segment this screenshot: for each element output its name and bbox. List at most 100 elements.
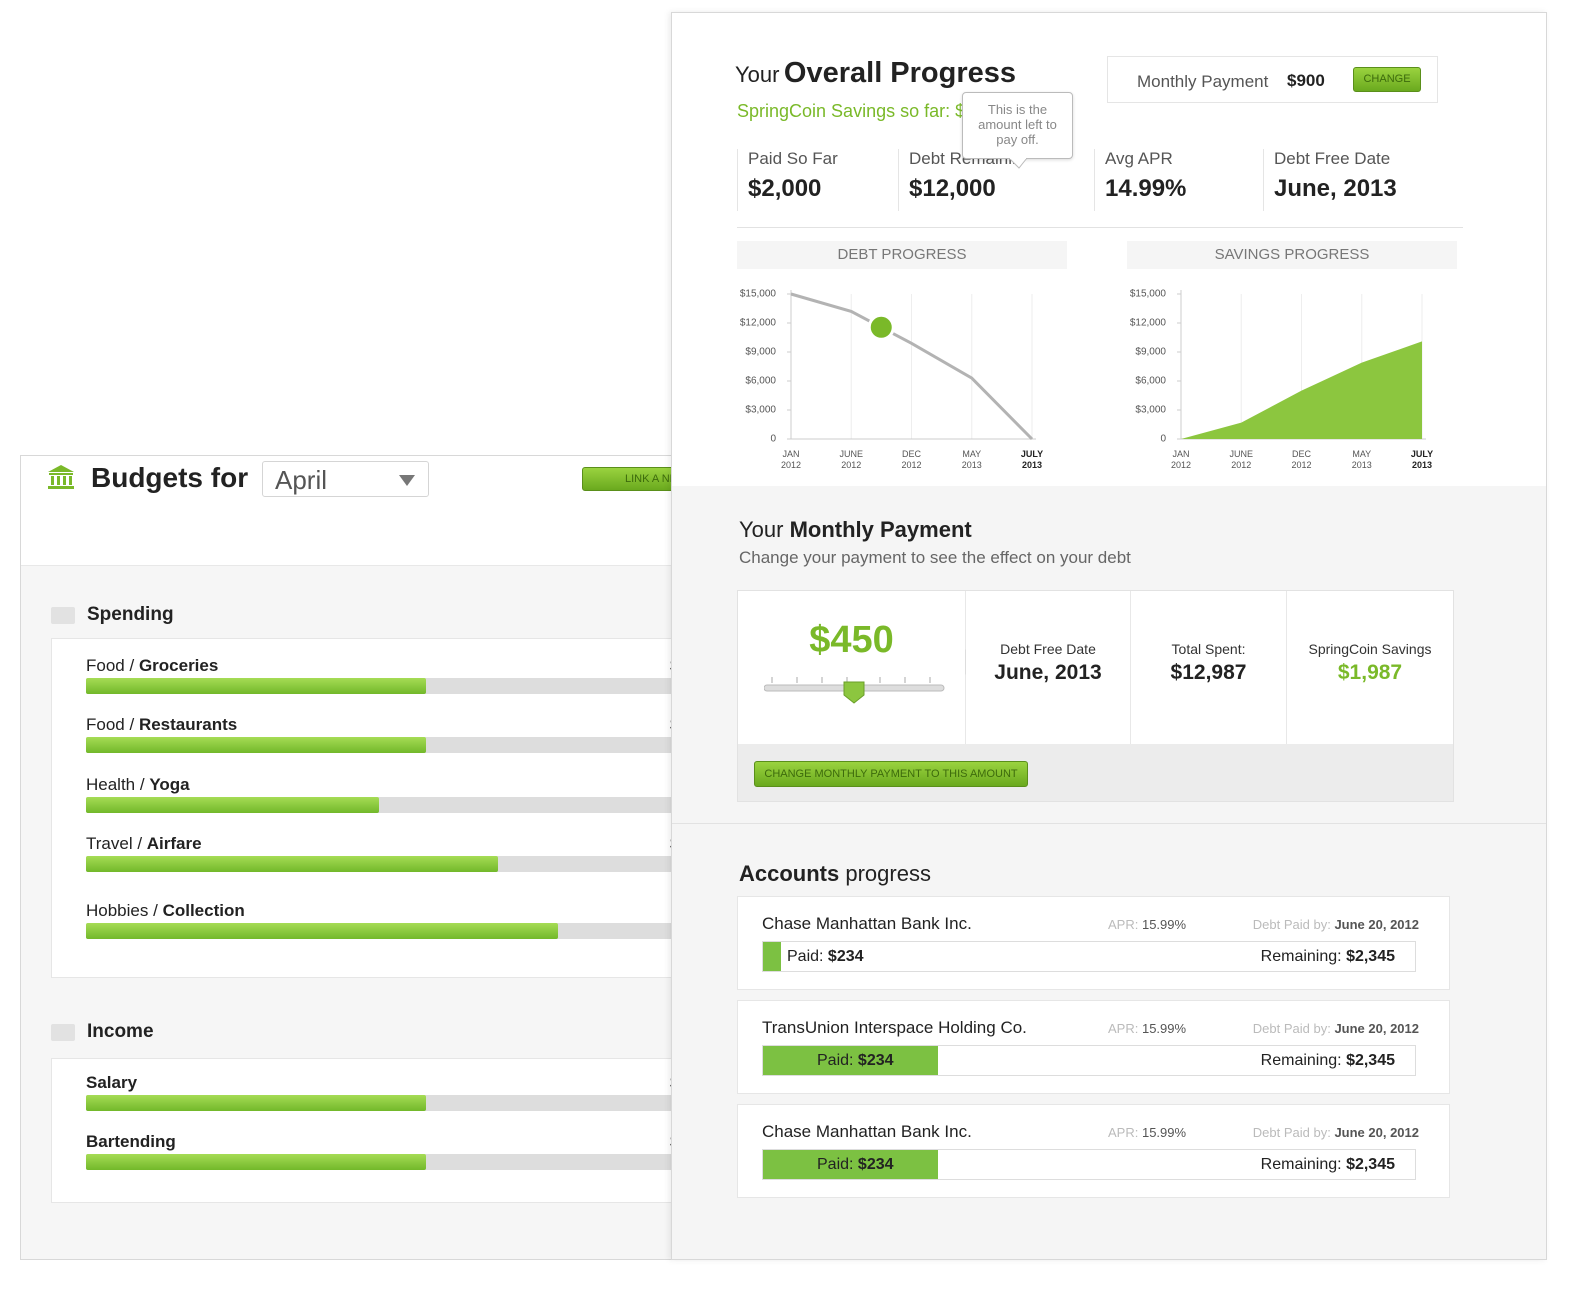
stat-value: $12,000 xyxy=(909,175,996,202)
stat-value: $2,000 xyxy=(748,175,822,202)
y-tick-label: $15,000 xyxy=(740,289,777,300)
paid-by: Debt Paid by: June 20, 2012 xyxy=(1253,1021,1419,1036)
savings-area xyxy=(1181,341,1422,439)
x-tick-label: MAY 2013 xyxy=(1351,449,1372,470)
item-name: Collection xyxy=(162,901,245,920)
budget-item: Travel / Airfare$700 o xyxy=(86,834,699,874)
item-name: Groceries xyxy=(138,656,219,675)
progress-panel: Your Overall Progress SpringCoin Savings… xyxy=(671,12,1547,1260)
remaining-label: Remaining: xyxy=(1260,948,1342,965)
stat-label: Debt Free Date xyxy=(1274,149,1391,168)
change-button[interactable]: CHANGE xyxy=(1353,67,1421,92)
item-name: Bartending xyxy=(86,1132,176,1151)
y-tick-label: $3,000 xyxy=(1135,405,1166,416)
title-bold: Monthly Payment xyxy=(789,517,972,542)
stat-value: June, 2013 xyxy=(1274,175,1397,202)
account-name: TransUnion Interspace Holding Co. xyxy=(762,1018,1027,1037)
paid-by-label: Debt Paid by: xyxy=(1252,1125,1331,1140)
overall-title: Your Overall Progress xyxy=(735,57,1016,90)
remaining-label: Remaining: xyxy=(1260,1052,1342,1069)
paid-value: $234 xyxy=(857,1156,894,1173)
cell-label: Debt Free Date xyxy=(1000,641,1096,657)
apr: APR: 15.99% xyxy=(1108,917,1186,932)
item-label: Food / Groceries xyxy=(86,656,218,676)
item-label: Health / Yoga xyxy=(86,775,190,795)
current-marker xyxy=(867,313,895,341)
progress-fill xyxy=(86,1154,426,1170)
paid: Paid: $234 xyxy=(817,1156,894,1174)
monthly-subtitle: Change your payment to see the effect on… xyxy=(739,548,1131,567)
stat-label: Avg APR xyxy=(1105,149,1173,168)
section-title: Spending xyxy=(87,604,174,625)
bank-icon xyxy=(48,465,74,489)
budgets-panel: Budgets for April LINK A NE Spending Foo… xyxy=(20,455,700,1260)
paid-label: Paid: xyxy=(817,1156,854,1173)
y-tick-label: $9,000 xyxy=(745,347,776,358)
paid-by-label: Debt Paid by: xyxy=(1252,1021,1331,1036)
section-icon xyxy=(51,607,75,624)
y-tick-label: 0 xyxy=(770,434,776,445)
progress-fill xyxy=(86,1095,426,1111)
cell: Debt Free Date June, 2013 xyxy=(966,591,1131,744)
stat: Debt Free Date June, 2013 xyxy=(1263,149,1397,211)
monthly-payment: $900 xyxy=(1287,71,1325,90)
progress-fill xyxy=(86,797,379,813)
cell-label: SpringCoin Savings xyxy=(1308,641,1432,657)
change-payment-button[interactable]: CHANGE MONTHLY PAYMENT TO THIS AMOUNT xyxy=(754,761,1028,787)
slider[interactable] xyxy=(764,675,946,705)
y-tick-label: $3,000 xyxy=(745,405,776,416)
charts: 0 $3,000 $6,000 $9,000 $12,000 $15,000 0 $3,000… xyxy=(740,289,1426,445)
remaining: Remaining: $2,345 xyxy=(1261,948,1395,966)
x-tick-label: JULY 2013 xyxy=(1410,449,1434,470)
x-tick-label: MAY 2013 xyxy=(961,449,982,470)
paid-by: Debt Paid by: June 20, 2012 xyxy=(1253,1125,1419,1140)
month-select[interactable]: April xyxy=(262,461,429,497)
monthly-payment-box: Monthly Payment $900 CHANGE xyxy=(1107,56,1438,103)
payment-amount: $450 xyxy=(809,619,894,661)
chart-title: DEBT PROGRESS xyxy=(737,241,1067,269)
progress-fill xyxy=(86,678,426,694)
budget-item: Hobbies / Collection$400 xyxy=(86,901,699,941)
paid-bar: Paid: $234 Remaining: $2,345 xyxy=(762,1045,1416,1076)
title-light: progress xyxy=(845,861,931,886)
y-tick-label: $15,000 xyxy=(1130,289,1167,300)
amount-cell: $450 xyxy=(738,591,966,744)
budgets-title: Budgets for xyxy=(91,462,249,493)
chart-title: SAVINGS PROGRESS xyxy=(1127,241,1457,269)
item-label: Hobbies / Collection xyxy=(86,901,245,921)
budget-item: Bartending$500 o xyxy=(86,1132,699,1172)
monthly-title: Your Monthly Payment xyxy=(739,517,972,543)
section-title: Income xyxy=(87,1021,154,1042)
item-label: Food / Restaurants xyxy=(86,715,237,735)
title-light: Your xyxy=(739,517,784,542)
progress-track xyxy=(86,1095,699,1111)
paid-by-label: Debt Paid by: xyxy=(1252,917,1331,932)
item-name: Salary xyxy=(86,1073,138,1092)
y-tick-label: $6,000 xyxy=(1135,376,1166,387)
item-name: Yoga xyxy=(149,775,190,794)
paid-fill xyxy=(763,1150,938,1179)
cell-value: $12,987 xyxy=(1170,661,1247,684)
cell-value: June, 2013 xyxy=(994,661,1102,684)
paid-value: $234 xyxy=(827,948,864,965)
paid: Paid: $234 xyxy=(787,948,864,966)
progress-fill xyxy=(86,737,426,753)
remaining: Remaining: $2,345 xyxy=(1261,1052,1395,1070)
divider xyxy=(672,823,1546,824)
paid-value: $234 xyxy=(857,1052,894,1069)
apr: APR: 15.99% xyxy=(1108,1021,1186,1036)
x-tick-label: DEC 2012 xyxy=(1291,449,1312,470)
stat: Avg APR 14.99% xyxy=(1094,149,1186,211)
paid-label: Paid: xyxy=(787,948,824,965)
remaining-value: $2,345 xyxy=(1346,1052,1395,1069)
budget-item: Food / Restaurants$500 o xyxy=(86,715,699,755)
x-tick-label: JUNE 2012 xyxy=(839,449,863,470)
account-name: Chase Manhattan Bank Inc. xyxy=(762,914,972,933)
remaining-value: $2,345 xyxy=(1346,1156,1395,1173)
item-label: Salary xyxy=(86,1073,137,1093)
y-tick-label: $6,000 xyxy=(745,376,776,387)
apr-label: APR: xyxy=(1108,917,1139,932)
paid-bar: Paid: $234 Remaining: $2,345 xyxy=(762,941,1416,972)
progress-track xyxy=(86,737,699,753)
